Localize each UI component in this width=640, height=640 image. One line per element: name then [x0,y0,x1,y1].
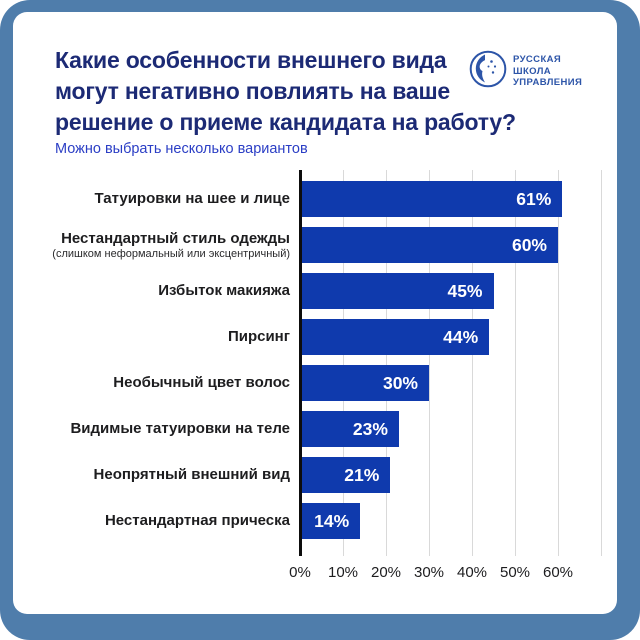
x-tick-label: 10% [327,564,359,581]
gridline [515,170,516,556]
x-tick-label: 30% [413,564,445,581]
gridline [386,170,387,556]
bar-cell: 30% [300,365,601,401]
infographic-card: Какие особенности внешнего вида могут не… [13,12,617,614]
row-label-text: Видимые татуировки на теле [70,420,290,437]
row-label-text: Нестандартный стиль одежды [61,229,290,247]
x-tick-label: 50% [499,564,531,581]
bar: 44% [300,319,490,355]
bar-rows: Татуировки на шее и лице 61% Нестандартный… [13,176,617,544]
bar-value-label: 21% [344,464,380,485]
bar-cell: 45% [300,273,601,309]
row-label-text: Избыток макияжа [158,282,290,299]
rshu-globe-face-icon [469,50,507,93]
x-tick-label: 60% [542,564,574,581]
bar: 61% [300,181,563,217]
x-tick-label: 20% [370,564,402,581]
bar-value-label: 60% [511,234,547,255]
gridline [558,170,559,556]
bar: 23% [300,411,399,447]
x-tick-label: 40% [456,564,488,581]
row-label: Неопрятный внешний вид [13,466,290,484]
row-label: Избыток макияжа [13,282,290,300]
bar-chart: Татуировки на шее и лице 61% Нестандартный… [13,170,617,590]
logo-text-line-3: УПРАВЛЕНИЯ [513,77,583,89]
chart-subtitle: Можно выбрать несколько вариантов [55,141,308,157]
bar-value-label: 61% [516,188,552,209]
plot-area [299,170,602,556]
gridline [472,170,473,556]
bar-row: Неопрятный внешний вид 21% [13,452,617,498]
x-axis-labels: 0% 10% 20% 30% 40% 50% 60% [289,564,601,584]
bar: 60% [300,227,558,263]
bar-cell: 21% [300,457,601,493]
y-axis-line [299,170,302,556]
logo-text: РУССКАЯ ШКОЛА УПРАВЛЕНИЯ [513,54,582,89]
row-label-text: Необычный цвет волос [113,374,290,391]
bar-cell: 61% [300,181,601,217]
row-label: Видимые татуировки на теле [13,420,290,438]
row-label: Нестандартный стиль одежды (слишком нефор… [13,230,290,261]
row-label: Нестандартная прическа [13,512,290,530]
rshu-logo: РУССКАЯ ШКОЛА УПРАВЛЕНИЯ [469,50,582,93]
row-label: Татуировки на шее и лице [13,190,290,208]
row-label: Пирсинг [13,328,290,346]
bar-cell: 23% [300,411,601,447]
title-line-3: решение о приеме кандидата на работу? [55,109,516,135]
bar-value-label: 45% [447,280,483,301]
title-line-2: могут негативно повлиять на ваше [55,78,450,104]
bar-row: Необычный цвет волос 30% [13,360,617,406]
bar-row: Видимые татуировки на теле 23% [13,406,617,452]
bar-value-label: 14% [314,510,350,531]
logo-text-line-2: ШКОЛА [513,65,552,77]
bar-row: Избыток макияжа 45% [13,268,617,314]
x-tick-label: 0% [289,564,311,581]
bar: 21% [300,457,391,493]
row-label: Необычный цвет волос [13,374,290,392]
logo-text-line-1: РУССКАЯ [513,54,562,66]
bar-value-label: 44% [443,326,479,347]
bar-value-label: 30% [382,372,418,393]
bar: 30% [300,365,429,401]
bar-row: Татуировки на шее и лице 61% [13,176,617,222]
bar-value-label: 23% [352,418,388,439]
page-title: Какие особенности внешнего вида могут не… [55,45,555,138]
bar-row: Нестандартная прическа 14% [13,498,617,544]
bar: 14% [300,503,361,539]
bar-cell: 14% [300,503,601,539]
row-label-text: Нестандартная прическа [104,512,290,529]
bar-row: Пирсинг 44% [13,314,617,360]
bar-cell: 44% [300,319,601,355]
row-sublabel-text: (слишком неформальный или эксцентричный) [52,247,290,260]
title-line-1: Какие особенности внешнего вида [55,47,447,73]
bar-cell: 60% [300,227,601,263]
gridline [429,170,430,556]
row-label-text: Неопрятный внешний вид [93,466,290,483]
gridline [343,170,344,556]
bar-row: Нестандартный стиль одежды (слишком нефор… [13,222,617,268]
row-label-text: Татуировки на шее и лице [94,190,290,207]
bar: 45% [300,273,494,309]
row-label-text: Пирсинг [227,328,290,345]
gridline [601,170,602,556]
